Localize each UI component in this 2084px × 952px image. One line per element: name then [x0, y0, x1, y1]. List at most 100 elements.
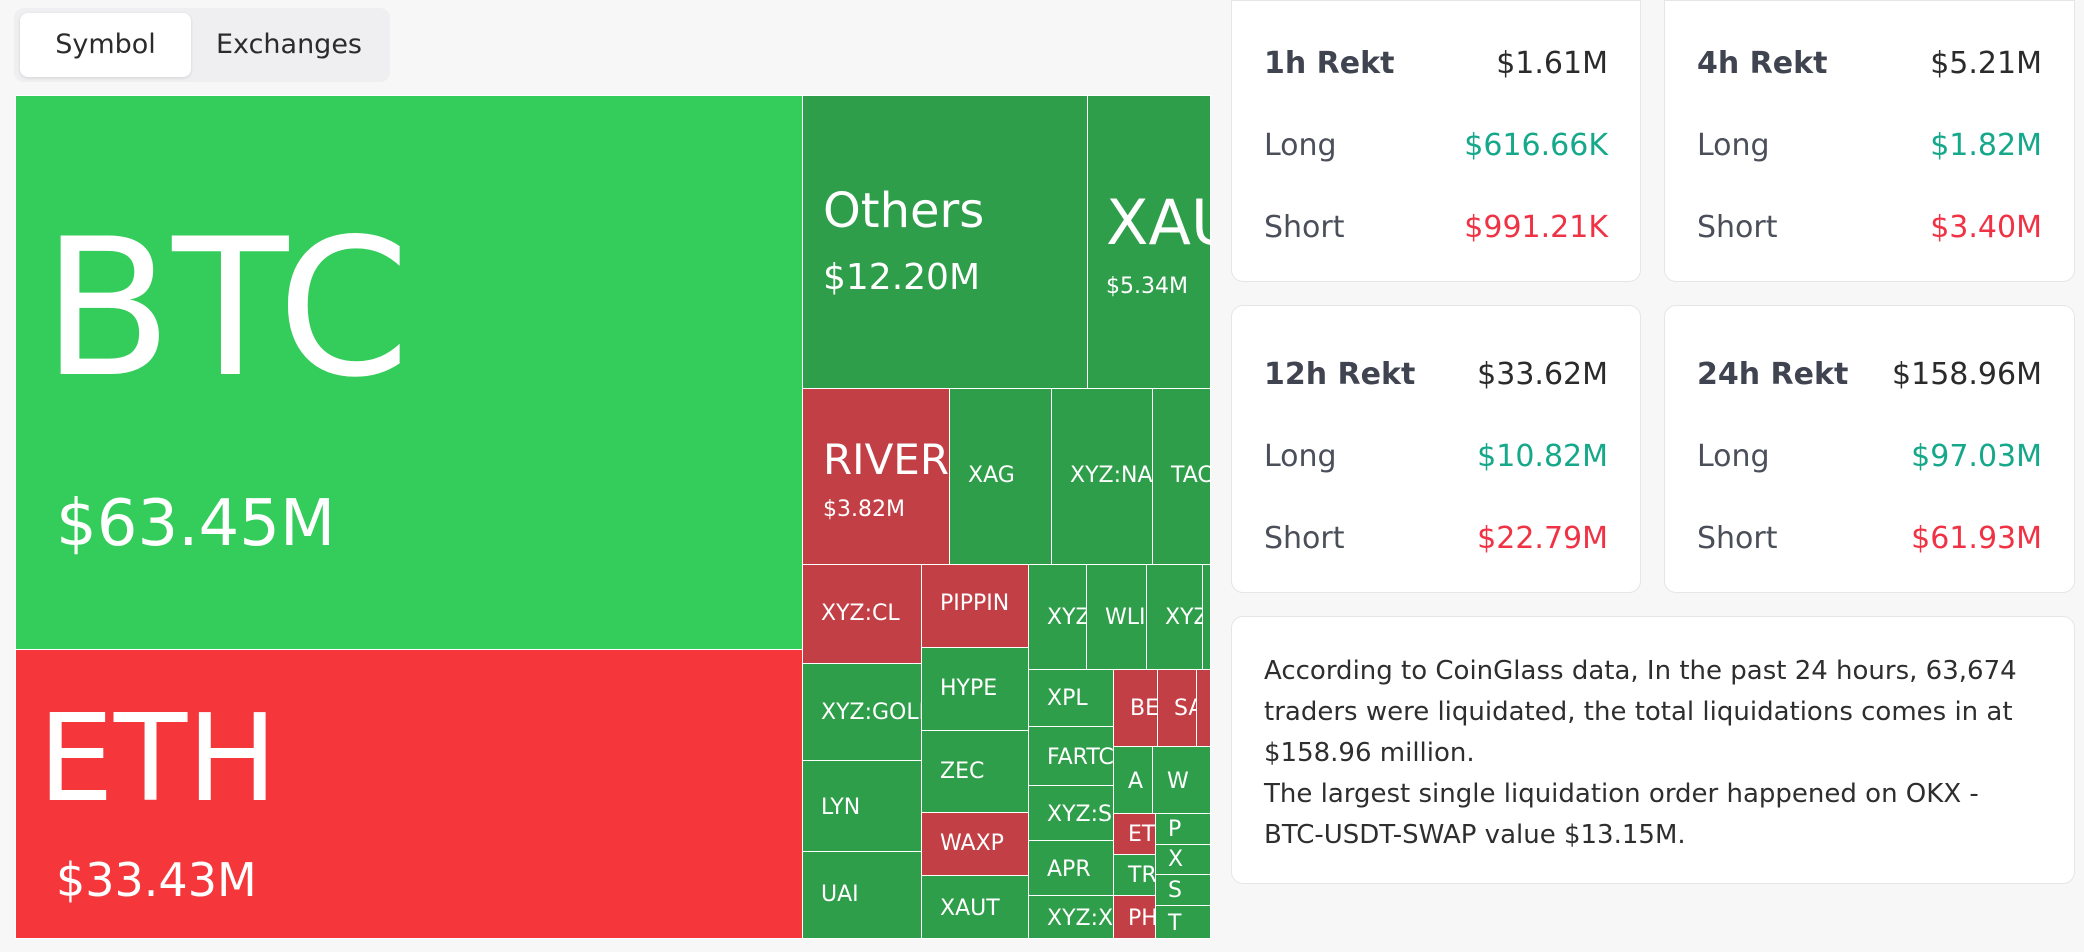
treemap-cell-unlabeled[interactable]	[1202, 564, 1211, 670]
stat-title: 1h Rekt	[1264, 45, 1395, 81]
cell-name: PH	[1128, 906, 1156, 931]
treemap-cell-zec[interactable]: ZEC	[921, 730, 1029, 813]
treemap-cell-t[interactable]: T	[1155, 905, 1211, 939]
cell-name: XYZ:S	[1047, 802, 1112, 827]
treemap-cell-x[interactable]: X	[1155, 844, 1211, 875]
cell-value: $63.45M	[56, 487, 336, 561]
cell-value: $12.20M	[823, 257, 981, 298]
treemap-cell-wli[interactable]: WLI	[1086, 564, 1147, 670]
cell-name: FARTC	[1047, 745, 1114, 770]
treemap-cell-eth[interactable]: ETH $33.43M	[15, 649, 803, 939]
liquidation-summary: According to CoinGlass data, In the past…	[1231, 616, 2075, 884]
treemap-cell-uai[interactable]: UAI	[802, 851, 922, 939]
cell-name: XAG	[968, 463, 1015, 488]
treemap-cell-xaut[interactable]: XAUT	[921, 875, 1029, 939]
treemap-cell-p[interactable]: P	[1155, 813, 1211, 845]
cell-name: X	[1168, 847, 1184, 872]
stat-title: 4h Rekt	[1697, 45, 1828, 81]
treemap-cell-a[interactable]: A	[1113, 746, 1153, 814]
tab-exchanges[interactable]: Exchanges	[216, 29, 362, 60]
cell-value: $3.82M	[823, 497, 905, 522]
treemap-cell-xyz-x[interactable]: XYZ:X	[1028, 895, 1114, 939]
cell-name: XYZ:CL	[821, 601, 900, 626]
short-label: Short	[1264, 520, 1345, 556]
cell-name: ZEC	[940, 759, 985, 784]
short-label: Short	[1697, 520, 1778, 556]
cell-name: XAU	[1106, 186, 1210, 259]
cell-name: ETH	[1128, 822, 1156, 847]
long-value: $1.82M	[1930, 127, 2042, 163]
cell-name: LYN	[821, 795, 861, 820]
stat-card-1h: 1h Rekt $1.61M Long $616.66K Short $991.…	[1231, 0, 1641, 282]
treemap-cell-xyz-s[interactable]: XYZ:S	[1028, 785, 1114, 841]
cell-name: XYZ:X	[1047, 906, 1114, 931]
treemap-cell-tac[interactable]: TAC	[1152, 388, 1211, 565]
cell-name: XPL	[1047, 686, 1088, 711]
summary-line-2: The largest single liquidation order hap…	[1264, 779, 1979, 850]
cell-name: XYZ	[1047, 605, 1087, 630]
cell-name: BTC	[42, 198, 410, 419]
cell-name: P	[1168, 817, 1182, 842]
cell-name: PIPPIN	[940, 591, 1010, 616]
cell-name: W	[1167, 769, 1189, 794]
stat-card-4h: 4h Rekt $5.21M Long $1.82M Short $3.40M	[1664, 0, 2075, 282]
long-label: Long	[1697, 438, 1770, 474]
treemap-cell-xpl[interactable]: XPL	[1028, 669, 1114, 727]
treemap-cell-xau[interactable]: XAU $5.34M	[1087, 95, 1211, 389]
stat-title: 12h Rekt	[1264, 356, 1416, 392]
tab-symbol[interactable]: Symbol	[20, 13, 191, 77]
treemap-cell-s[interactable]: S	[1155, 874, 1211, 906]
cell-name: APR	[1047, 857, 1091, 882]
long-value: $10.82M	[1477, 438, 1608, 474]
treemap-cell-xyz[interactable]: XYZ	[1028, 564, 1087, 670]
treemap-cell-xyz-cl[interactable]: XYZ:CL	[802, 564, 922, 664]
treemap-cell-tru[interactable]: TRU	[1113, 854, 1156, 896]
stat-total: $1.61M	[1496, 45, 1608, 81]
stat-card-12h: 12h Rekt $33.62M Long $10.82M Short $22.…	[1231, 305, 1641, 593]
short-value: $991.21K	[1464, 209, 1608, 245]
cell-name: RIVER	[823, 435, 950, 484]
treemap-cell-xag[interactable]: XAG	[949, 388, 1052, 565]
treemap-cell-eth-small[interactable]: ETH	[1113, 813, 1156, 855]
cell-value: $5.34M	[1106, 274, 1188, 299]
treemap-cell-ph[interactable]: PH	[1113, 895, 1156, 939]
long-value: $97.03M	[1911, 438, 2042, 474]
cell-name: XYZ:GOLD	[821, 700, 921, 725]
treemap-cell-lyn[interactable]: LYN	[802, 760, 922, 852]
cell-name: ETH	[38, 690, 278, 829]
treemap-cell-waxp[interactable]: WAXP	[921, 812, 1029, 876]
treemap-cell-btc[interactable]: BTC $63.45M	[15, 95, 803, 650]
long-label: Long	[1264, 438, 1337, 474]
cell-name: XAUT	[940, 896, 1000, 921]
cell-name: WLI	[1105, 605, 1146, 630]
short-value: $3.40M	[1930, 209, 2042, 245]
cell-name: XYZ	[1165, 605, 1202, 630]
treemap-cell-xyz-2[interactable]: XYZ	[1146, 564, 1203, 670]
stat-title: 24h Rekt	[1697, 356, 1849, 392]
treemap-cell-xyz-na[interactable]: XYZ:NA	[1051, 388, 1153, 565]
treemap-cell-be[interactable]: BE	[1113, 669, 1158, 747]
treemap-cell-xyz-gold[interactable]: XYZ:GOLD	[802, 663, 922, 761]
treemap-cell-hype[interactable]: HYPE	[921, 647, 1029, 731]
treemap-cell-others[interactable]: Others $12.20M	[802, 95, 1088, 389]
treemap-cell-river[interactable]: RIVER $3.82M	[802, 388, 950, 565]
stat-card-24h: 24h Rekt $158.96M Long $97.03M Short $61…	[1664, 305, 2075, 593]
cell-name: HYPE	[940, 676, 998, 701]
short-label: Short	[1697, 209, 1778, 245]
cell-name: Others	[823, 183, 985, 239]
treemap-cell-pippin[interactable]: PIPPIN	[921, 564, 1029, 648]
long-label: Long	[1264, 127, 1337, 163]
treemap-cell-apr[interactable]: APR	[1028, 840, 1114, 896]
view-tabs: Symbol Exchanges	[14, 8, 390, 82]
liquidation-treemap: BTC $63.45M ETH $33.43M Others $12.20M X…	[15, 95, 1211, 939]
short-label: Short	[1264, 209, 1345, 245]
treemap-cell-fartc[interactable]: FARTC	[1028, 726, 1114, 786]
stat-total: $158.96M	[1892, 356, 2042, 392]
treemap-cell-sa[interactable]: SA	[1157, 669, 1197, 747]
long-value: $616.66K	[1464, 127, 1608, 163]
cell-value: $33.43M	[56, 853, 257, 907]
cell-name: UAI	[821, 882, 859, 907]
treemap-cell-unlabeled[interactable]	[1196, 669, 1211, 747]
cell-name: TAC	[1171, 463, 1211, 488]
treemap-cell-w[interactable]: W	[1152, 746, 1211, 814]
